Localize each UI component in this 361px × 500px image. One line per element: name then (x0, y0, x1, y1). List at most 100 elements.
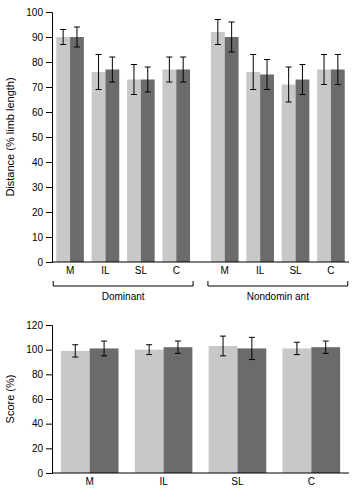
bar (260, 75, 274, 263)
error-bar-cap (264, 89, 270, 90)
error-bar-stem (147, 67, 148, 92)
y-tick-label: 60 (32, 107, 44, 118)
error-bar-cap (146, 344, 152, 345)
error-bar-cap (286, 67, 292, 68)
y-tick-label: 30 (32, 182, 44, 193)
error-bar (321, 55, 327, 85)
y-tick-mark (46, 399, 52, 400)
group-bracket-line (53, 286, 193, 287)
bar (317, 70, 331, 263)
error-bar (74, 27, 80, 47)
plot-area (61, 336, 340, 473)
error-bar (229, 22, 235, 52)
error-bar (145, 67, 151, 92)
error-bars (101, 337, 329, 359)
y-tick-mark (46, 162, 52, 163)
error-bar-stem (337, 55, 338, 85)
y-tick-mark (46, 12, 52, 13)
y-tick-mark (46, 37, 52, 38)
x-axis: MILSLC (66, 265, 180, 276)
x-tick: SL (289, 265, 302, 276)
group-bracket-end (347, 281, 348, 286)
error-bars (74, 22, 341, 95)
error-bar-stem (177, 341, 178, 353)
error-bar-cap (229, 52, 235, 53)
error-bar-stem (231, 22, 232, 52)
y-tick-label: 80 (32, 369, 44, 380)
error-bar-cap (96, 89, 102, 90)
error-bars (60, 20, 327, 103)
y-tick-mark (46, 87, 52, 88)
y-tick-label: 80 (32, 57, 44, 68)
bar (225, 37, 239, 262)
error-bar-cap (74, 47, 80, 48)
x-axis: MILSLC (86, 476, 315, 487)
error-bar-cap (220, 336, 226, 337)
error-bar-cap (166, 57, 172, 58)
bar-series (70, 37, 345, 262)
error-bar (249, 337, 255, 359)
y-tick: 90 (32, 32, 52, 43)
error-bar (166, 57, 172, 82)
y-tick-label: 20 (32, 207, 44, 218)
x-axis-line (52, 262, 349, 263)
bar (92, 72, 106, 262)
x-tick-label: SL (231, 476, 244, 487)
x-axis-line (52, 473, 349, 474)
error-bar (101, 341, 107, 356)
error-bar-cap (72, 344, 78, 345)
error-bar-cap (321, 84, 327, 85)
bar-series (90, 347, 340, 473)
y-tick-label: 20 (32, 443, 44, 454)
x-tick: IL (159, 476, 168, 487)
bar (90, 348, 119, 473)
error-bar-cap (229, 22, 235, 23)
x-tick-label: C (308, 476, 315, 487)
chart-panel: 0102030405060708090100Distance (% limb l… (4, 7, 349, 302)
error-bar-cap (131, 94, 137, 95)
error-bar (180, 57, 186, 82)
error-bar-cap (250, 54, 256, 55)
bar (237, 348, 266, 473)
error-bar (215, 20, 221, 45)
error-bar-cap (249, 337, 255, 338)
y-tick: 0 (37, 468, 52, 479)
error-bar-cap (109, 57, 115, 58)
error-bar (294, 342, 300, 354)
y-tick: 0 (37, 257, 52, 268)
y-axis-line (46, 326, 53, 474)
bar (209, 346, 238, 473)
y-tick: 10 (32, 232, 52, 243)
error-bar (131, 65, 137, 95)
bar (164, 347, 193, 473)
y-tick: 40 (32, 418, 52, 429)
x-tick-label: M (66, 265, 74, 276)
error-bar-cap (264, 59, 270, 60)
plot-area (56, 20, 345, 263)
y-tick-mark (46, 424, 52, 425)
bar (70, 37, 84, 262)
y-tick-label: 90 (32, 32, 44, 43)
x-tick-label: IL (101, 265, 110, 276)
error-bar-cap (60, 44, 66, 45)
y-tick-mark (46, 350, 52, 351)
bar (141, 80, 155, 263)
y-tick-label: 100 (26, 344, 43, 355)
group-bracket-end (207, 281, 208, 286)
error-bar-cap (321, 54, 327, 55)
error-bar-cap (146, 354, 152, 355)
x-tick: M (66, 265, 74, 276)
bar-series (61, 346, 311, 473)
group-label: Dominant (102, 291, 145, 302)
error-bar (286, 67, 292, 102)
y-tick-label: 70 (32, 82, 44, 93)
y-tick: 40 (32, 157, 52, 168)
x-tick: C (173, 265, 180, 276)
error-bar-cap (101, 355, 107, 356)
error-bar-cap (299, 64, 305, 65)
x-tick: IL (101, 265, 110, 276)
y-tick-mark (46, 448, 52, 449)
y-tick-label: 50 (32, 132, 44, 143)
error-bar-cap (96, 54, 102, 55)
error-bar (146, 345, 152, 355)
